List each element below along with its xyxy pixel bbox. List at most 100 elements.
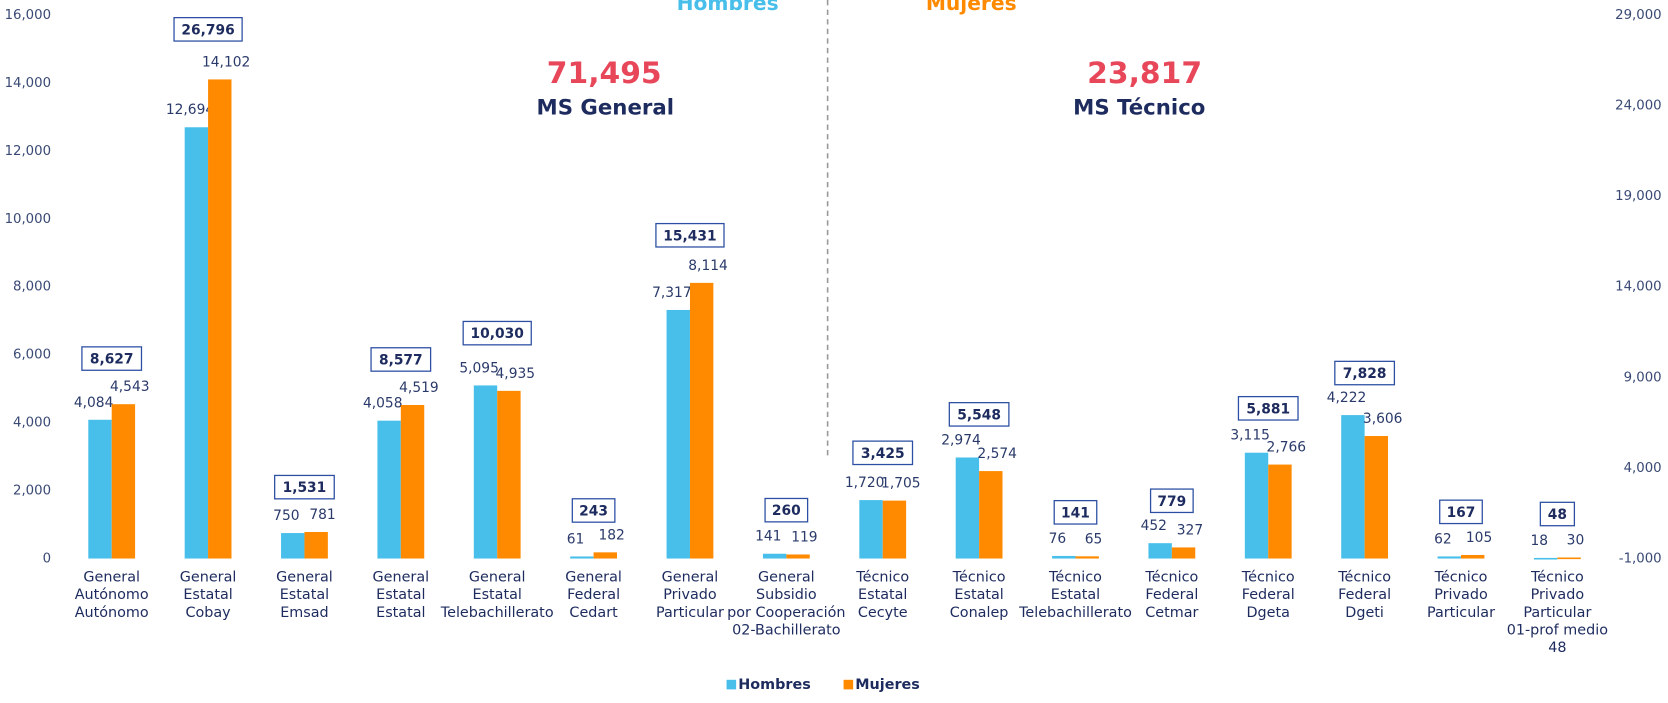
value-label: 182: [598, 527, 624, 543]
value-label: 4,519: [399, 380, 439, 396]
x-tick-label: Telebachillerato: [1018, 605, 1132, 621]
bar: [762, 553, 787, 559]
bar: [1460, 554, 1485, 559]
value-label: 327: [1177, 522, 1203, 538]
value-label: 8,114: [688, 258, 728, 274]
total-box: [81, 346, 143, 371]
y-tick-label: 4,000: [13, 416, 51, 431]
x-tick-label: Técnico: [1530, 570, 1584, 586]
x-tick-label: Subsidio: [756, 587, 817, 603]
bar: [111, 404, 136, 559]
bar: [1268, 464, 1292, 559]
x-tick-label: General: [276, 570, 333, 586]
total-label: 5,548: [957, 407, 1001, 423]
value-label: 4,935: [496, 366, 536, 382]
total-box: [274, 474, 335, 500]
bar: [979, 471, 1003, 559]
x-tick-label: Conalep: [950, 605, 1009, 621]
y2-tick-label: 29,000: [1615, 8, 1661, 23]
value-label: 4,543: [110, 379, 150, 395]
bar: [304, 531, 328, 559]
y-tick-label: 8,000: [13, 280, 51, 295]
annotation: MS Técnico: [1073, 96, 1205, 121]
x-tick-label: 01-prof medio: [1507, 622, 1608, 638]
value-label: 5,095: [459, 360, 499, 376]
legend-swatch: [726, 679, 737, 690]
value-label: 14,102: [202, 54, 250, 70]
x-tick-label: Estatal: [376, 587, 425, 603]
value-label: 3,115: [1230, 428, 1270, 444]
x-tick-label: Dgeta: [1247, 605, 1290, 621]
value-label: 119: [791, 529, 817, 545]
x-tick-label: Autónomo: [75, 587, 149, 603]
annotation: Mujeres: [926, 0, 1017, 15]
x-tick-label: Estatal: [183, 587, 232, 603]
x-tick-label: Cetmar: [1145, 605, 1198, 621]
x-tick-label: General: [373, 570, 430, 586]
total-label: 8,627: [90, 352, 134, 368]
value-label: 7,317: [652, 285, 692, 301]
value-label: 750: [273, 508, 299, 524]
total-box: [1053, 499, 1098, 525]
total-box: [1149, 488, 1194, 514]
x-tick-label: Estatal: [954, 587, 1003, 603]
bar: [88, 419, 112, 559]
bar: [1437, 556, 1461, 559]
legend-label: Mujeres: [855, 677, 920, 693]
x-tick-label: Federal: [1338, 587, 1391, 603]
bar: [593, 552, 617, 559]
x-tick-label: Técnico: [1048, 570, 1102, 586]
value-label: 105: [1466, 530, 1492, 546]
value-label: 3,606: [1363, 411, 1403, 427]
x-tick-label: Estatal: [280, 587, 329, 603]
bar: [1533, 557, 1558, 560]
annotation: 71,495: [547, 56, 662, 91]
bar: [377, 420, 401, 559]
value-label: 30: [1567, 532, 1585, 548]
x-tick-label: Técnico: [1337, 570, 1391, 586]
x-tick-label: General: [565, 570, 622, 586]
bar: [473, 385, 498, 559]
x-tick-label: Cobay: [185, 605, 231, 621]
x-tick-label: Particular: [1523, 605, 1591, 621]
x-tick-label: Emsad: [280, 605, 328, 621]
bar: [1364, 436, 1389, 559]
y2-tick-label: 4,000: [1624, 461, 1662, 476]
bar: [1557, 557, 1581, 560]
x-tick-label: Estatal: [473, 587, 522, 603]
total-label: 8,577: [379, 353, 423, 369]
bar: [281, 533, 305, 559]
bar: [1244, 452, 1269, 559]
x-tick-label: Cedart: [569, 605, 618, 621]
x-tick-label: Cecyte: [858, 605, 908, 621]
bar: [689, 282, 714, 559]
value-label: 2,974: [941, 432, 981, 448]
bar: [1341, 415, 1365, 559]
y-tick-label: 10,000: [5, 212, 51, 227]
value-label: 12,694: [166, 102, 215, 118]
value-label: 4,058: [363, 396, 403, 412]
x-tick-label: Técnico: [1144, 570, 1198, 586]
total-label: 3,425: [861, 446, 905, 462]
total-box: [1539, 501, 1576, 527]
total-label: 779: [1157, 494, 1186, 510]
legend-swatch: [843, 679, 854, 690]
bar: [1075, 556, 1099, 559]
x-tick-label: Federal: [567, 587, 620, 603]
total-label: 15,431: [663, 228, 716, 244]
bar: [208, 79, 232, 559]
total-label: 1,531: [283, 480, 327, 496]
x-tick-label: Privado: [1434, 587, 1488, 603]
total-box: [655, 222, 725, 248]
value-label: 781: [309, 507, 335, 523]
total-label: 167: [1447, 505, 1476, 521]
x-tick-label: Privado: [1531, 587, 1585, 603]
x-tick-label: Federal: [1145, 587, 1198, 603]
y-tick-label: 2,000: [13, 484, 51, 499]
value-label: 18: [1530, 533, 1548, 549]
x-tick-label: Técnico: [1241, 570, 1295, 586]
x-tick-label: General: [180, 570, 237, 586]
value-label: 2,766: [1267, 440, 1307, 456]
total-box: [1334, 360, 1396, 386]
